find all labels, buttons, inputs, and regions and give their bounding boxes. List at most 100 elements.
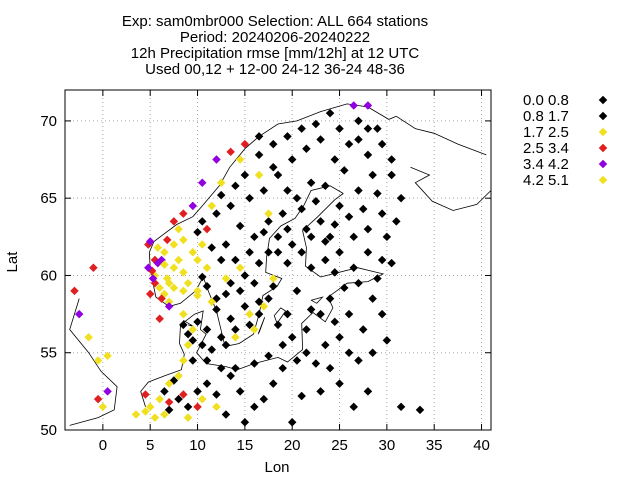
station-point — [207, 345, 216, 354]
station-point — [164, 397, 174, 407]
station-point — [297, 391, 306, 401]
coastline — [140, 193, 385, 407]
station-point — [283, 186, 292, 195]
station-point — [254, 297, 264, 306]
station-point — [344, 212, 354, 221]
station-point — [292, 193, 302, 203]
station-point — [316, 309, 325, 319]
station-point — [273, 232, 283, 242]
station-point — [354, 135, 363, 144]
station-point — [349, 101, 358, 110]
station-point — [392, 217, 401, 226]
station-point — [221, 289, 231, 299]
station-point — [297, 248, 306, 257]
station-point — [169, 217, 179, 226]
station-point — [235, 263, 245, 272]
coastline — [396, 115, 487, 156]
station-point — [198, 394, 207, 404]
station-point — [245, 309, 254, 319]
station-point — [235, 155, 245, 164]
station-point — [179, 320, 188, 330]
station-point — [240, 302, 250, 311]
station-point — [292, 356, 302, 365]
station-point — [335, 333, 344, 342]
station-point — [103, 387, 112, 396]
station-point — [198, 272, 207, 282]
station-point — [368, 170, 377, 180]
station-point — [183, 278, 193, 288]
station-point — [89, 263, 98, 272]
station-point — [325, 294, 335, 303]
station-points — [70, 101, 425, 427]
station-point — [202, 282, 212, 291]
station-point — [377, 209, 387, 218]
station-point — [202, 224, 212, 234]
y-tick-label: 50 — [40, 422, 57, 439]
station-point — [358, 325, 368, 334]
station-point — [316, 387, 325, 396]
station-point — [335, 248, 344, 257]
x-axis-label: Lon — [264, 459, 289, 476]
station-point — [153, 243, 163, 252]
station-point — [212, 305, 221, 314]
station-point — [311, 359, 321, 368]
station-point — [363, 387, 373, 396]
station-point — [363, 101, 373, 110]
station-point — [321, 237, 330, 246]
station-point — [377, 255, 387, 265]
station-point — [358, 204, 368, 214]
station-point — [302, 348, 311, 357]
station-point — [306, 305, 316, 314]
station-point — [354, 278, 363, 288]
station-point — [264, 209, 273, 218]
station-point — [245, 320, 254, 330]
station-point — [325, 232, 335, 242]
station-point — [131, 410, 141, 419]
station-point — [183, 329, 193, 339]
station-point — [387, 258, 396, 268]
station-point — [174, 394, 183, 404]
station-point — [212, 209, 221, 218]
station-point — [174, 371, 183, 381]
legend-label: 1.7 2.5 — [523, 124, 569, 141]
station-point — [145, 289, 155, 299]
legend-label: 2.5 3.4 — [523, 140, 569, 157]
station-point — [188, 248, 198, 257]
station-point — [269, 139, 278, 149]
station-point — [155, 314, 164, 323]
station-point — [198, 240, 207, 249]
station-point — [169, 263, 179, 272]
station-point — [193, 227, 202, 237]
station-point — [254, 132, 264, 141]
station-point — [278, 209, 287, 218]
station-point — [306, 178, 316, 187]
station-point — [174, 224, 183, 234]
station-point — [264, 351, 273, 361]
station-point — [287, 155, 297, 164]
station-point — [302, 224, 311, 234]
station-point — [321, 181, 330, 191]
station-point — [141, 407, 150, 416]
station-point — [259, 394, 269, 404]
coastline — [257, 317, 266, 335]
station-point — [216, 363, 226, 373]
station-point — [382, 232, 392, 242]
station-point — [269, 274, 278, 283]
y-tick-label: 70 — [40, 113, 57, 130]
station-point — [144, 263, 153, 272]
station-point — [231, 333, 240, 342]
station-point — [164, 297, 174, 306]
station-point — [387, 155, 396, 164]
x-tick-label: 25 — [331, 437, 348, 454]
title-line-3: 12h Precipitation rmse [mm/12h] at 12 UT… — [131, 45, 420, 62]
station-point — [240, 418, 250, 427]
station-point — [363, 150, 373, 160]
station-point — [174, 255, 183, 265]
station-point — [269, 282, 278, 291]
station-point — [162, 235, 172, 245]
station-point — [264, 217, 273, 226]
station-point — [160, 387, 169, 396]
station-point — [221, 410, 231, 419]
station-point — [396, 193, 406, 203]
station-point — [235, 286, 245, 296]
